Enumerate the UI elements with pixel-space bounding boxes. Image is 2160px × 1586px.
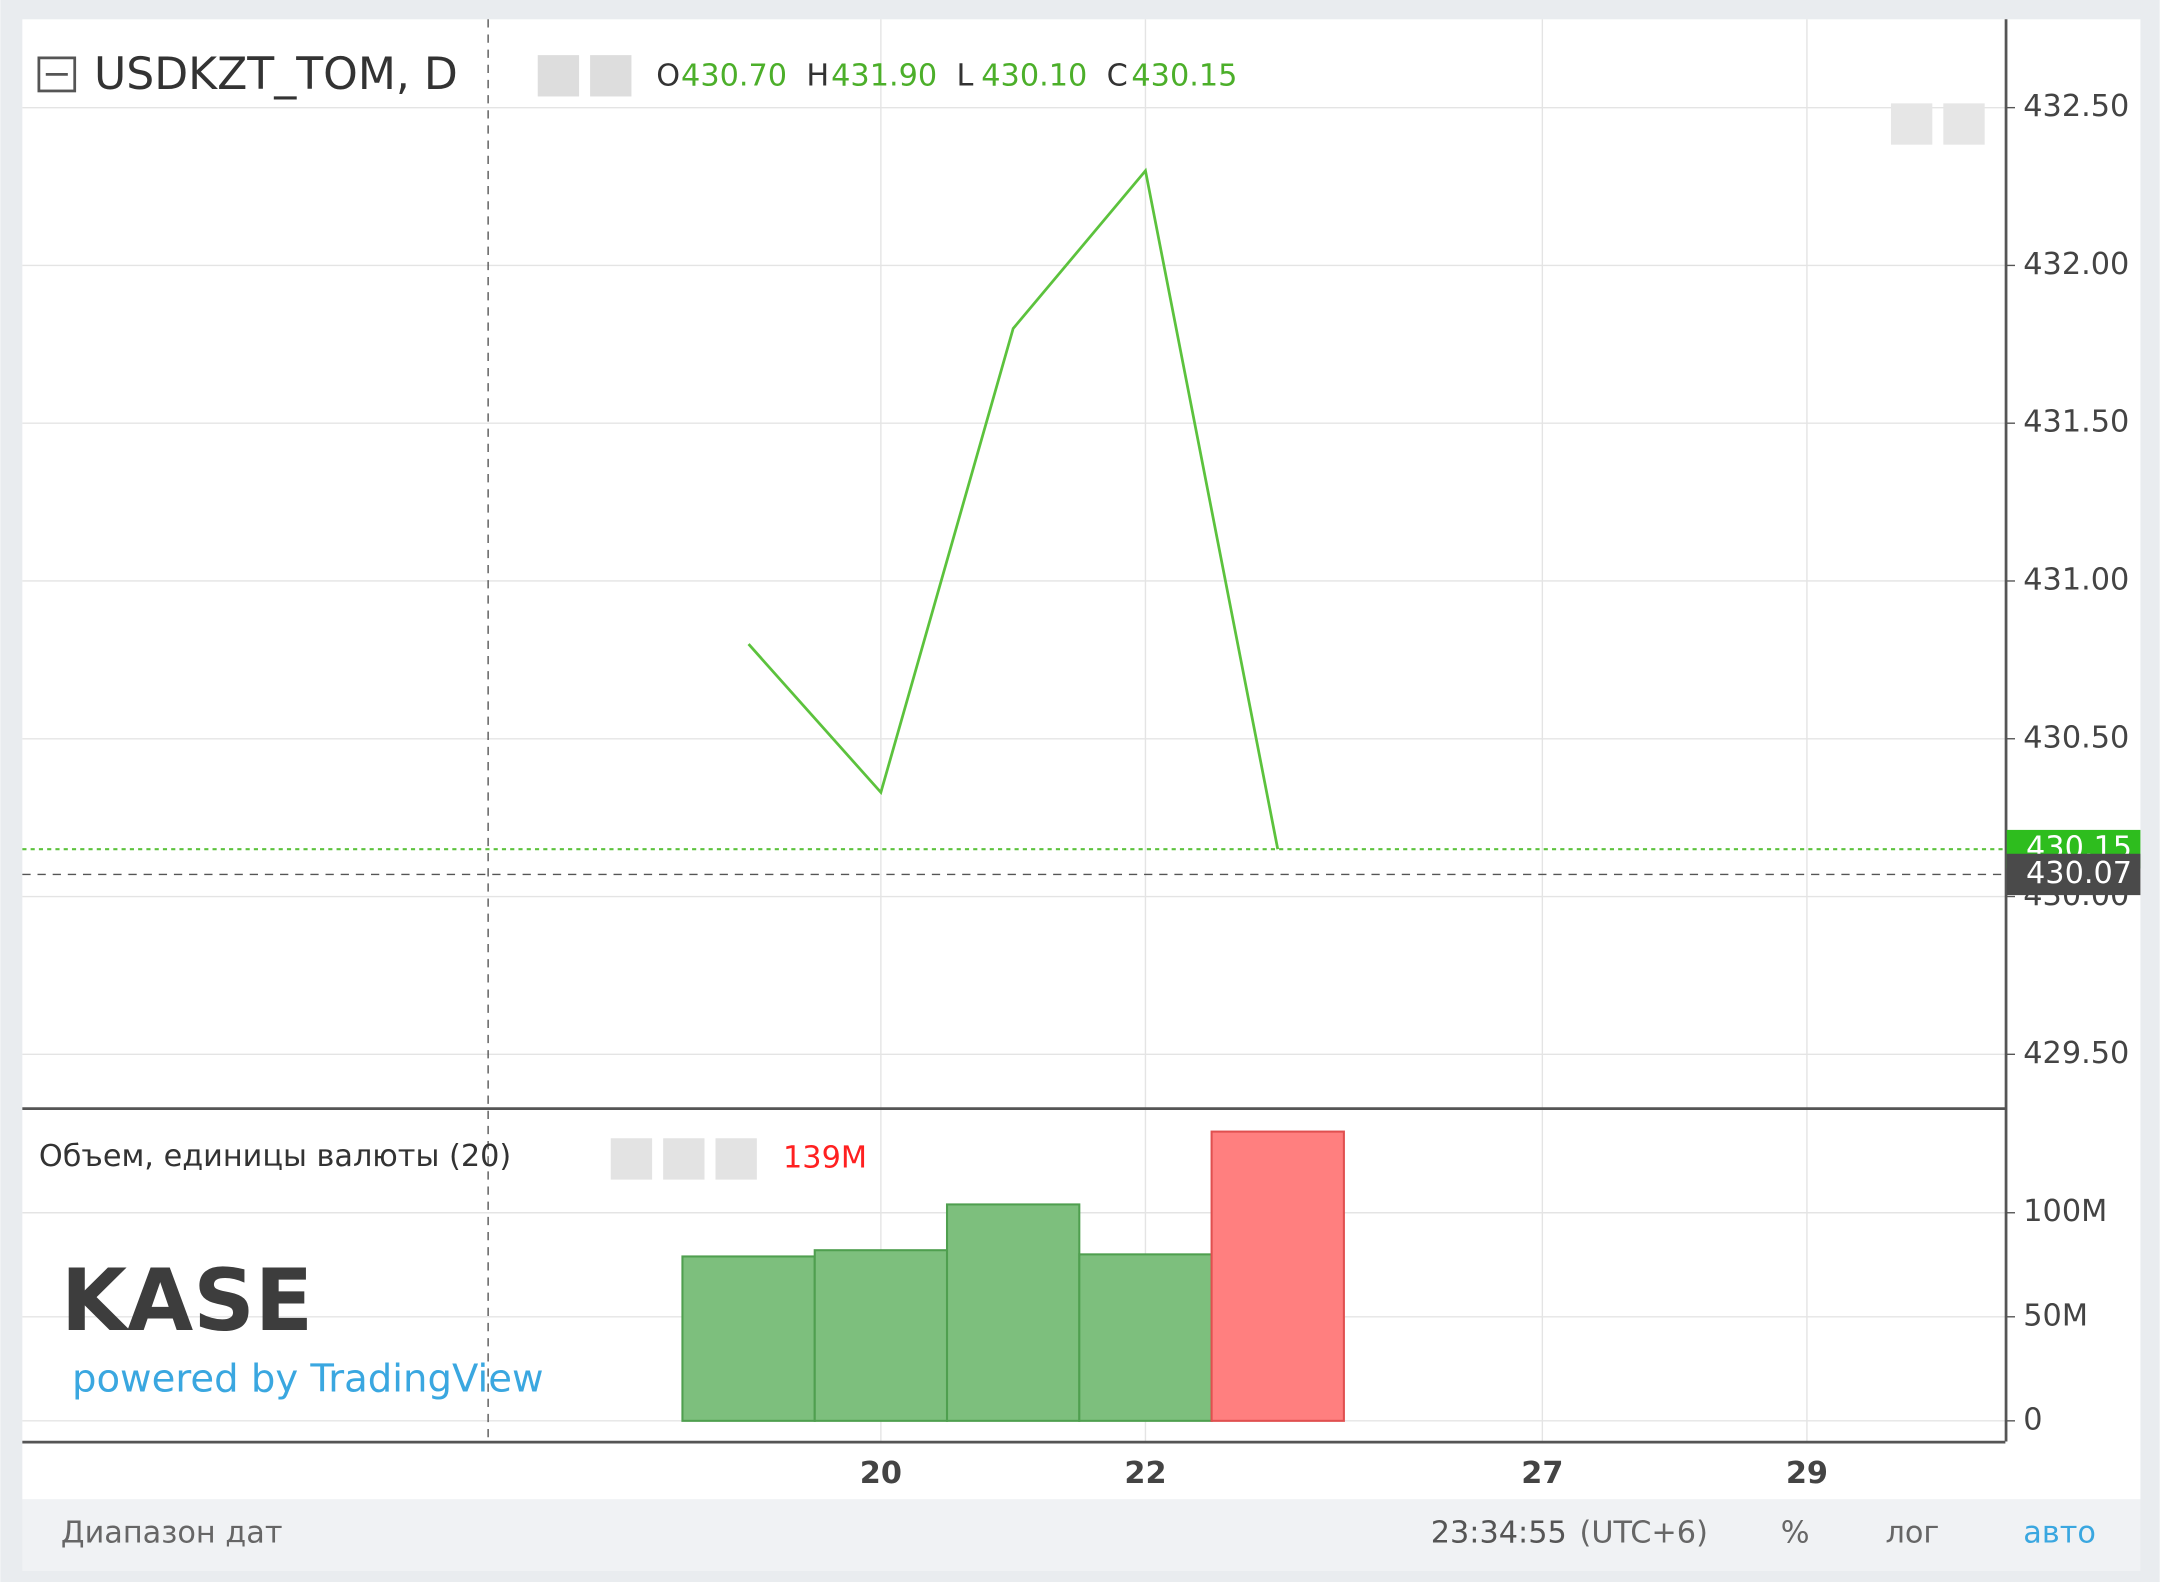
- y-tick-label: 100M: [2023, 1194, 2107, 1229]
- y-tick-label: 431.00: [2023, 562, 2129, 597]
- auto-button[interactable]: авто: [2023, 1515, 2096, 1550]
- volume-bar: [1078, 1253, 1213, 1422]
- y-tick-label: 429.50: [2023, 1036, 2129, 1071]
- volume-bar: [813, 1249, 949, 1422]
- toolbar: [22, 1499, 2141, 1571]
- scroll-button[interactable]: [1890, 103, 1933, 145]
- volume-bar: [1210, 1130, 1345, 1422]
- y-tick-label: 50M: [2023, 1298, 2088, 1333]
- ohlc-key: C: [1107, 59, 1128, 94]
- close-button[interactable]: [715, 1138, 757, 1180]
- y-tick-label: 430.50: [2023, 720, 2129, 755]
- ohlc-value: 430.15: [1131, 59, 1237, 94]
- ohlc-value: 431.90: [831, 59, 937, 94]
- collapse-button[interactable]: [37, 56, 77, 93]
- logo-powered: powered by TradingView: [72, 1356, 544, 1401]
- log-button[interactable]: лог: [1885, 1515, 1939, 1550]
- clock: 23:34:55: [1431, 1515, 1567, 1550]
- ohlc-key: L: [956, 59, 973, 94]
- y-tick-label: 432.00: [2023, 247, 2129, 282]
- timezone[interactable]: (UTC+6): [1580, 1515, 1708, 1550]
- y-tick-label: 0: [2023, 1402, 2042, 1437]
- y-tick-label: 431.50: [2023, 405, 2129, 440]
- scroll-button[interactable]: [1943, 103, 1985, 145]
- price-line: [747, 167, 1280, 850]
- date-range-button[interactable]: Диапазон дат: [61, 1515, 283, 1550]
- crosshair-tag: [2006, 853, 2141, 896]
- percent-button[interactable]: %: [1781, 1515, 1810, 1550]
- ohlc-value: 430.70: [681, 59, 787, 94]
- settings-button[interactable]: [590, 55, 632, 97]
- y-tick-label: 432.50: [2023, 89, 2129, 124]
- visibility-button[interactable]: [537, 55, 580, 97]
- volume-value: 139M: [783, 1140, 867, 1175]
- volume-title: Объем, единицы валюты (20): [39, 1139, 511, 1174]
- visibility-button[interactable]: [610, 1138, 653, 1180]
- x-tick-label: 29: [1786, 1456, 1828, 1491]
- ohlc-value: 430.10: [981, 59, 1087, 94]
- x-tick-label: 27: [1521, 1456, 1563, 1491]
- settings-button[interactable]: [663, 1138, 705, 1180]
- crosshair-label: 430.07: [2026, 856, 2132, 891]
- volume-bar: [681, 1255, 816, 1422]
- x-tick-label: 20: [860, 1456, 902, 1491]
- symbol-title[interactable]: USDKZT_TOM, D: [94, 49, 458, 100]
- x-tick-label: 22: [1124, 1456, 1166, 1491]
- ohlc-key: H: [806, 59, 829, 94]
- logo-brand: KASE: [61, 1252, 313, 1351]
- volume-bar: [945, 1203, 1081, 1422]
- ohlc-key: O: [656, 59, 680, 94]
